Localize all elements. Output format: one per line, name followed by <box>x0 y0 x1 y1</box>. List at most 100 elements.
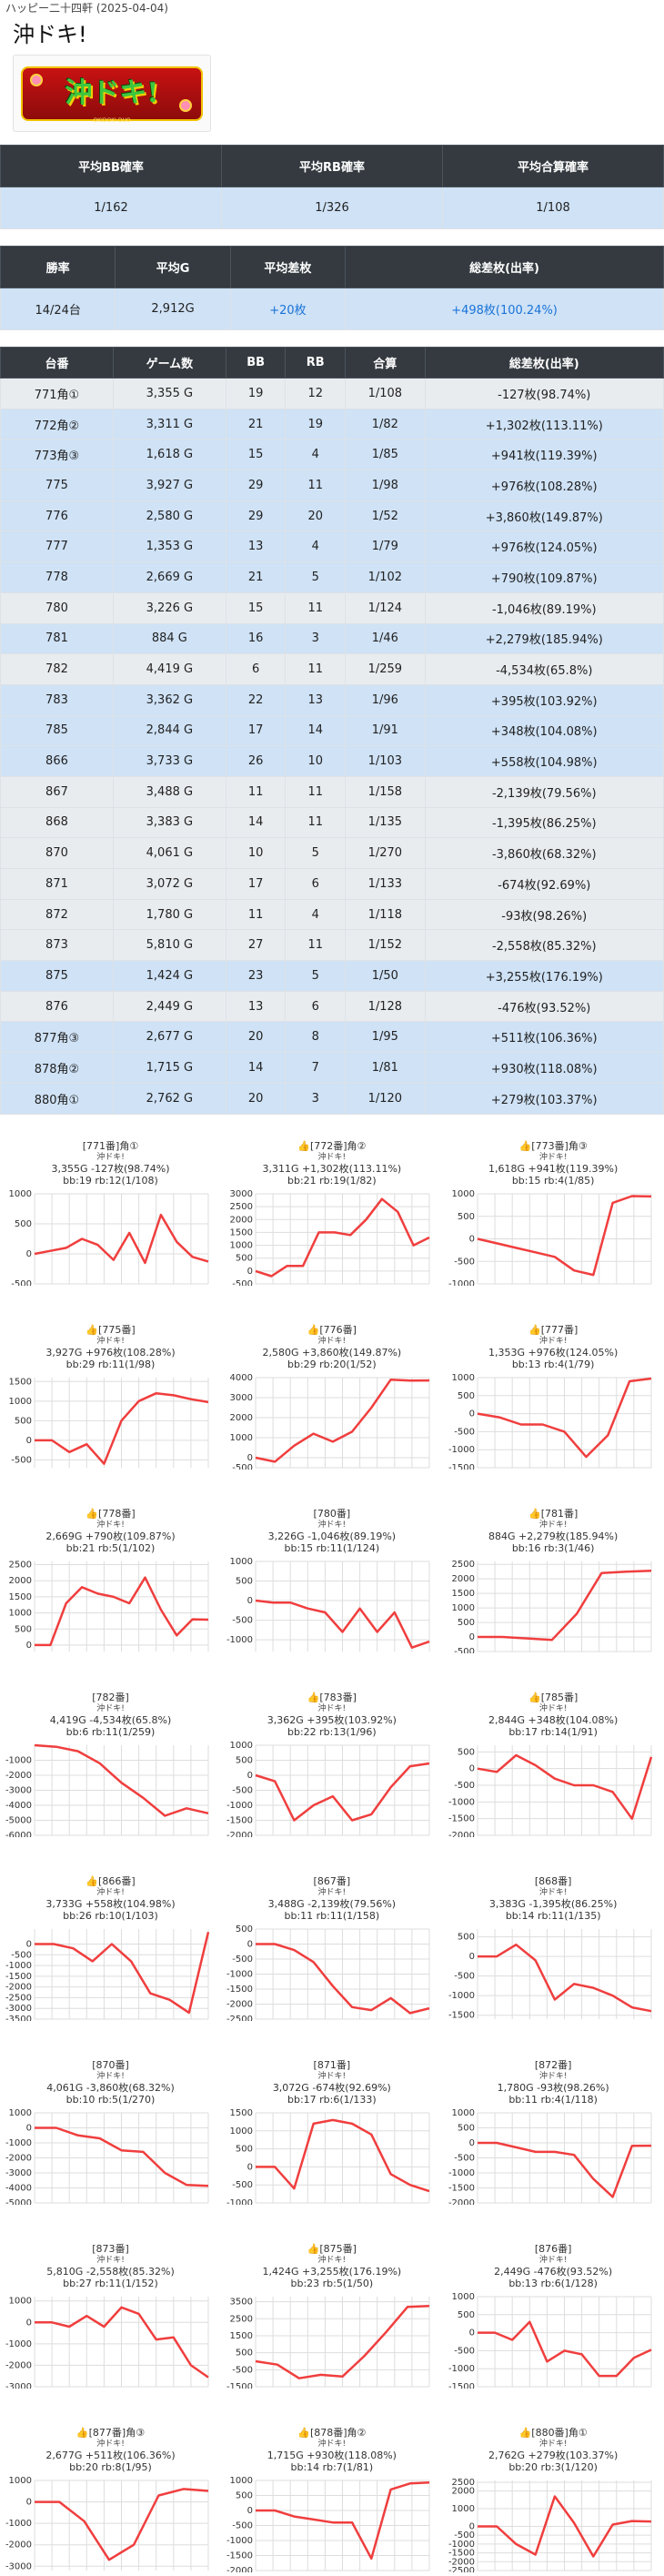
y-tick-label: 0 <box>468 2138 474 2148</box>
y-tick-label: -500 <box>454 1257 475 1267</box>
y-tick-label: -1000 <box>5 2519 32 2529</box>
chart-stats: 3,311G +1,302枚(113.11%) <box>262 1163 402 1175</box>
table-row: 781 884 G 16 3 1/46 +2,279枚(185.94%) <box>0 622 664 655</box>
machine-chart: 👍[776番] 沖ドキ! 2,580G +3,860枚(149.87%) bb:29 … <box>221 1290 442 1477</box>
rb-cell: 11 <box>285 653 347 685</box>
bb-cell: 13 <box>225 990 287 1023</box>
slump-graph: 3000 2500 2000 1500 1000 500 0 -500 <box>230 1190 430 1286</box>
rb-cell: 11 <box>285 591 347 624</box>
total-cell: 1/135 <box>345 806 426 839</box>
series-line <box>256 2481 430 2561</box>
total-cell: 1/120 <box>345 1082 426 1115</box>
games-cell: 4,419 G <box>112 653 226 685</box>
bb-cell: 29 <box>225 500 287 532</box>
y-tick-label: -1000 <box>448 1991 475 2001</box>
slump-graph: 3500 2500 1500 500 -500 -1500 <box>226 2297 430 2389</box>
machine-chart: 👍[783番] 沖ドキ! 3,362G +395枚(103.92%) bb:22 rb… <box>221 1658 442 1844</box>
chart-stats: 2,580G +3,860枚(149.87%) <box>262 1347 402 1359</box>
machine-logo: 沖ドキ! OKIDOKI DUO <box>13 55 211 132</box>
chart-machine-name: 沖ドキ! <box>317 2440 347 2449</box>
y-tick-label: -1500 <box>226 1816 253 1826</box>
rb-cell: 6 <box>285 868 347 900</box>
hibiscus-icon <box>179 99 192 112</box>
y-tick-label: -1000 <box>226 1970 253 1980</box>
total-cell: 1/158 <box>345 775 426 808</box>
y-tick-label: -1000 <box>448 2540 475 2550</box>
bb-cell: 17 <box>225 868 287 900</box>
slump-graph: 1000 500 0 -500 -1000 -1500 <box>448 1374 652 1470</box>
chart-bonus-stats: bb:29 rb:20(1/52) <box>287 1359 377 1370</box>
chart-machine-name: 沖ドキ! <box>96 1888 125 1897</box>
y-tick-label: -2000 <box>5 1771 32 1781</box>
chart-machine-name: 沖ドキ! <box>317 1704 347 1713</box>
chart-bonus-stats: bb:15 rb:4(1/85) <box>511 1175 595 1187</box>
y-tick-label: 500 <box>236 1254 253 1264</box>
machine-chart: 👍[778番] 沖ドキ! 2,669G +790枚(109.87%) bb:21 rb… <box>0 1474 221 1661</box>
bb-cell: 29 <box>225 470 287 501</box>
slump-graph: 500 0 -500 -1000 -1500 -2000 -2500 <box>226 1925 430 2021</box>
table-row: 867 3,488 G 11 11 1/158 -2,139枚(79.56%) <box>0 775 664 808</box>
slump-graph: 500 0 -500 -1000 -1500 -2000 <box>448 1745 652 1837</box>
series-line <box>35 2488 209 2561</box>
bb-cell: 13 <box>225 530 287 563</box>
chart-stats: 2,844G +348枚(104.08%) <box>488 1714 619 1726</box>
y-tick-label: 2000 <box>451 1574 474 1584</box>
y-tick-label: -2000 <box>5 2154 32 2164</box>
y-tick-label: -2000 <box>226 1831 253 1837</box>
y-tick-label: -500 <box>454 1647 475 1653</box>
total-cell: 1/118 <box>345 898 426 931</box>
total-cell: 1/124 <box>345 591 426 624</box>
y-tick-label: 1000 <box>230 2126 253 2137</box>
chart-title: 👍[866番] <box>86 1875 136 1887</box>
y-tick-label: -1000 <box>448 2364 475 2374</box>
y-tick-label: -1000 <box>5 1756 32 1766</box>
chart-machine-name: 沖ドキ! <box>317 1888 347 1897</box>
chart-bonus-stats: bb:21 rb:5(1/102) <box>65 1542 156 1554</box>
rb-cell: 11 <box>285 775 347 808</box>
y-tick-label: -500 <box>454 1781 475 1791</box>
chart-title: [782番] <box>92 1692 129 1703</box>
series-line <box>477 1753 652 1820</box>
table-row: 866 3,733 G 26 10 1/103 +558枚(104.98%) <box>0 745 664 777</box>
machine-no-cell: 782 <box>0 653 114 685</box>
rb-cell: 4 <box>285 898 347 931</box>
y-tick-label: -500 <box>233 1279 254 1286</box>
rb-cell: 5 <box>285 837 347 869</box>
total-cell: 1/79 <box>345 530 426 563</box>
y-tick-label: -4000 <box>5 2184 32 2194</box>
machine-chart: [868番] 沖ドキ! 3,383G -1,395枚(86.25%) bb:14 rb… <box>443 1842 664 2028</box>
y-tick-label: -1500 <box>448 1463 475 1470</box>
bb-cell: 22 <box>225 683 287 716</box>
games-cell: 3,355 G <box>112 378 226 409</box>
y-tick-label: -3500 <box>5 2015 32 2021</box>
machine-no-cell: 880角① <box>0 1082 114 1115</box>
chart-machine-name: 沖ドキ! <box>317 2072 347 2081</box>
y-tick-label: 0 <box>247 1453 253 1463</box>
slump-graph: 1000 500 0 -500 -1000 <box>448 1190 652 1286</box>
y-tick-label: -1500 <box>226 1985 253 1995</box>
chart-title: [873番] <box>92 2243 129 2255</box>
chart-title: [771番]角① <box>82 1140 139 1152</box>
y-tick-label: 0 <box>247 2162 253 2172</box>
y-tick-label: 0 <box>26 1249 32 1259</box>
y-tick-label: -1500 <box>448 2184 475 2194</box>
chart-machine-name: 沖ドキ! <box>96 2256 125 2265</box>
total-cell: 1/52 <box>345 500 426 532</box>
machine-no-cell: 783 <box>0 683 114 716</box>
logo-text: 沖ドキ! <box>65 77 159 109</box>
chart-machine-name: 沖ドキ! <box>538 1704 568 1713</box>
machine-chart: [873番] 沖ドキ! 5,810G -2,558枚(85.32%) bb:27 rb… <box>0 2209 221 2396</box>
diff-cell: +3,255枚(176.19%) <box>424 960 664 992</box>
rb-cell: 5 <box>285 960 347 992</box>
y-tick-label: -500 <box>454 2154 475 2164</box>
chart-machine-name: 沖ドキ! <box>317 1337 347 1346</box>
total-cell: 1/85 <box>345 439 426 471</box>
y-tick-label: -2000 <box>5 2541 32 2551</box>
y-tick-label: 2000 <box>451 2487 474 2497</box>
machine-title: 沖ドキ! <box>13 22 87 47</box>
table-row: 777 1,353 G 13 4 1/79 +976枚(124.05%) <box>0 530 664 563</box>
y-tick-label: -2000 <box>226 2566 253 2572</box>
y-tick-label: -3000 <box>5 1786 32 1796</box>
machine-no-cell: 775 <box>0 470 114 501</box>
y-tick-label: -1000 <box>448 1797 475 1807</box>
